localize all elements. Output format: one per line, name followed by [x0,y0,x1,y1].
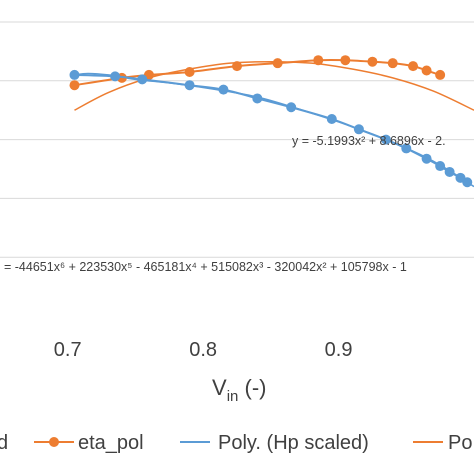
data-point-hp-scaled [380,134,391,145]
data-point-eta-pol [340,55,351,66]
equation-label-poly-hp: = -44651x⁶ + 223530x⁵ - 465181x⁴ + 51508… [4,260,407,274]
data-point-eta-pol [435,69,446,80]
data-point-eta-pol [408,61,419,72]
series-layer [69,55,474,188]
series-hp-scaled [69,69,473,188]
data-point-hp-scaled [218,84,229,95]
x-tick-label: 0.9 [325,339,353,361]
series-line-eta-pol [74,58,441,87]
x-axis-title-subscript: in [227,388,239,405]
data-point-eta-pol [313,55,324,66]
data-point-hp-scaled [444,166,455,177]
equation-label-poly-eta: y = -5.1993x² + 8.6896x - 2. [292,134,446,148]
series-eta-pol [69,55,446,91]
data-point-eta-pol [232,61,242,72]
data-point-hp-scaled [137,74,148,85]
x-axis-title-main: V [212,375,227,400]
x-axis-title: Vin (-) [212,375,266,405]
data-point-hp-scaled [401,143,412,154]
data-point-hp-scaled [353,124,364,135]
series-line-poly-hp-scaled [74,72,474,188]
legend-label-poly-eta: Po [448,432,472,454]
data-point-eta-pol [272,58,283,69]
series-poly-eta-pol [74,60,474,111]
x-axis-title-suffix: (-) [238,375,266,400]
legend-label-hp-scaled: d [0,432,8,454]
data-point-hp-scaled [462,177,473,188]
legend-swatch-eta-pol-marker [49,437,59,447]
data-point-hp-scaled [435,161,446,172]
gridlines [0,21,474,258]
data-point-hp-scaled [69,69,80,80]
legend: d eta_pol Poly. (Hp scaled) Po [0,432,472,454]
data-point-eta-pol [367,56,378,67]
legend-label-poly-hp: Poly. (Hp scaled) [218,432,369,454]
data-point-eta-pol [184,66,195,77]
series-line-poly-eta-pol [74,60,474,111]
data-point-eta-pol [69,80,80,91]
data-point-eta-pol [421,65,432,76]
data-point-hp-scaled [326,114,337,125]
x-tick-labels: 0.7 0.8 0.9 [54,339,353,361]
series-poly-hp-scaled [74,72,474,188]
x-tick-label: 0.8 [189,339,217,361]
data-point-hp-scaled [110,71,121,82]
data-point-hp-scaled [421,153,432,164]
data-point-eta-pol [387,58,398,69]
data-point-hp-scaled [286,102,297,113]
data-point-hp-scaled [184,80,195,91]
series-line-hp-scaled [74,73,468,184]
legend-label-eta-pol: eta_pol [78,432,144,454]
data-point-hp-scaled [252,93,263,104]
x-tick-label: 0.7 [54,339,82,361]
